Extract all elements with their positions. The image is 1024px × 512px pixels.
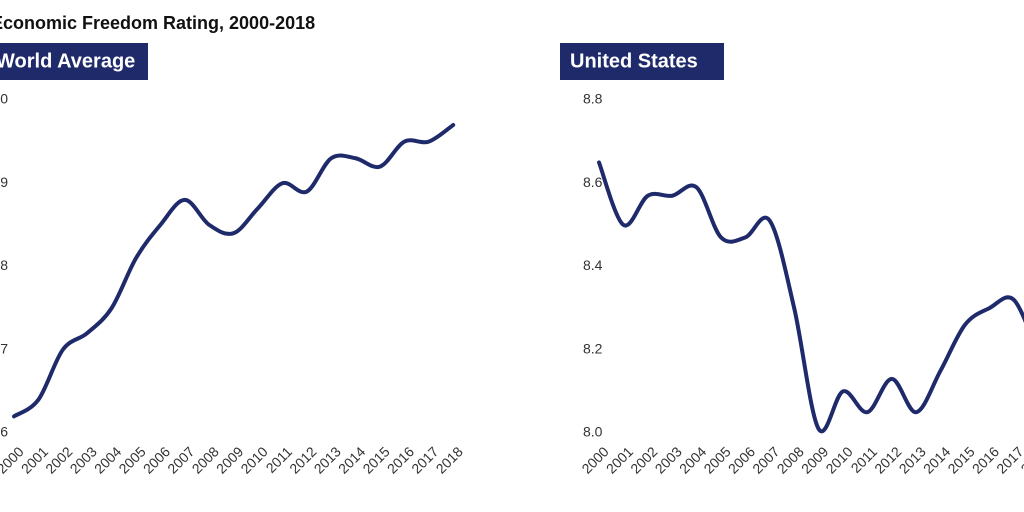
x-tick-label: 2017 xyxy=(993,443,1024,476)
y-tick-label: 6.8 xyxy=(0,257,8,273)
data-line xyxy=(12,122,456,419)
page-title: Economic Freedom Rating, 2000-2018 xyxy=(0,13,315,33)
title-badge xyxy=(560,43,724,80)
chart-title: United States xyxy=(570,50,698,72)
x-tick-label: 2018 xyxy=(433,443,466,476)
y-tick-label: 8.0 xyxy=(583,424,603,440)
y-tick-label: 6.7 xyxy=(0,340,8,356)
y-tick-label: 6.6 xyxy=(0,424,8,440)
y-tick-label: 7.0 xyxy=(0,91,8,107)
x-tick-label: 2011 xyxy=(263,443,296,476)
y-tick-label: 8.4 xyxy=(583,257,603,273)
y-tick-label: 8.8 xyxy=(583,91,603,107)
x-tick-label: 2011 xyxy=(848,443,881,476)
data-line xyxy=(597,160,1024,434)
y-tick-label: 6.9 xyxy=(0,174,8,190)
y-tick-label: 8.2 xyxy=(583,340,603,356)
title-badge xyxy=(0,43,148,80)
y-tick-label: 8.6 xyxy=(583,174,603,190)
chart-title: World Average xyxy=(0,50,135,72)
